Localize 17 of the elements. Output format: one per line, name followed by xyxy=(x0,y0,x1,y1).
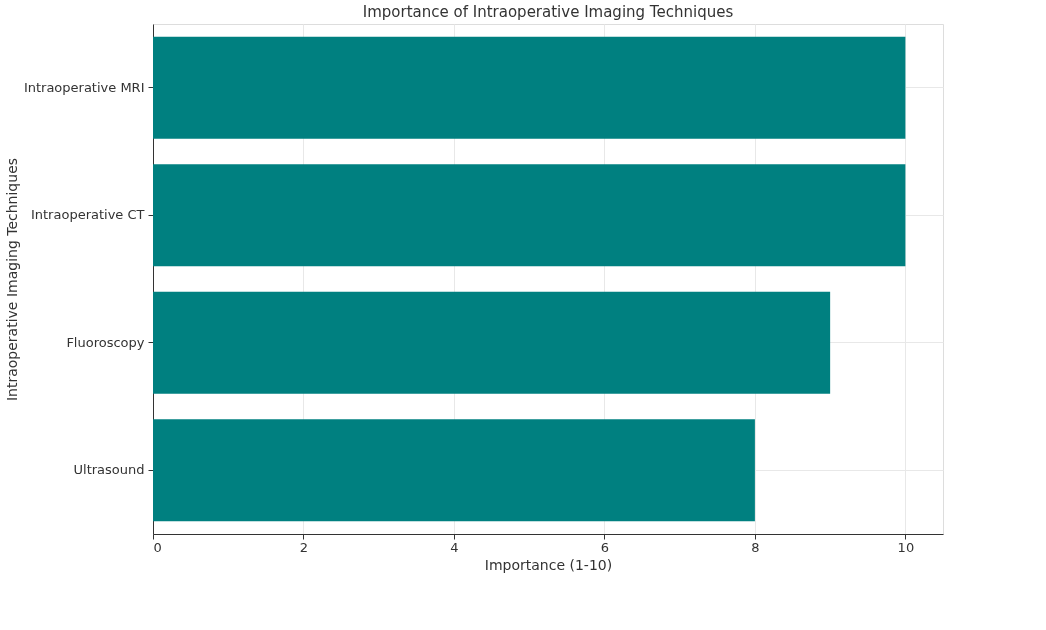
x-tick-label: 2 xyxy=(299,539,309,555)
x-tick-label: 0 xyxy=(153,539,162,555)
x-axis-title: Importance (1-10) xyxy=(484,556,613,573)
y-tick-label: Ultrasound xyxy=(73,462,145,478)
x-tick-label: 6 xyxy=(600,539,610,555)
y-tick-label: Intraoperative CT xyxy=(30,207,145,223)
y-tick-label: Fluoroscopy xyxy=(66,334,145,350)
x-tick-label: 8 xyxy=(751,539,760,555)
x-tick-label: 4 xyxy=(450,539,459,555)
bar xyxy=(153,291,831,394)
y-tick-label: Intraoperative MRI xyxy=(23,79,145,95)
chart-title: Importance of Intraoperative Imaging Techniques xyxy=(362,3,734,21)
bar xyxy=(153,419,755,522)
x-tick-label: 10 xyxy=(897,539,915,555)
y-axis-title: Intraoperative Imaging Techniques xyxy=(3,157,20,402)
bar xyxy=(153,164,906,267)
bar xyxy=(153,36,906,139)
